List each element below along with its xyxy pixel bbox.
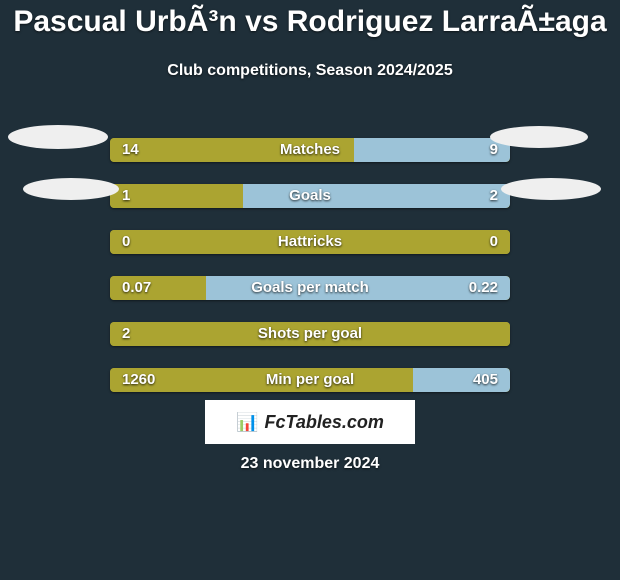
page-title: Pascual UrbÃ³n vs Rodriguez LarraÃ±aga xyxy=(0,5,620,39)
value-right: 2 xyxy=(490,184,498,208)
stat-label: Goals xyxy=(110,184,510,208)
value-left: 2 xyxy=(122,322,130,346)
value-right: 405 xyxy=(473,368,498,392)
value-left: 0.07 xyxy=(122,276,151,300)
value-left: 0 xyxy=(122,230,130,254)
stat-label: Goals per match xyxy=(110,276,510,300)
footer-date: 23 november 2024 xyxy=(0,455,620,473)
stat-row: Shots per goal2 xyxy=(0,310,620,356)
stat-label: Min per goal xyxy=(110,368,510,392)
value-right: 0 xyxy=(490,230,498,254)
stat-label: Matches xyxy=(110,138,510,162)
value-left: 1260 xyxy=(122,368,155,392)
decorative-ellipse xyxy=(8,125,108,149)
comparison-infographic: Pascual UrbÃ³n vs Rodriguez LarraÃ±aga C… xyxy=(0,0,620,580)
stat-row: Goals per match0.07 0.22 xyxy=(0,264,620,310)
value-left: 1 xyxy=(122,184,130,208)
brand-text: FcTables.com xyxy=(265,412,384,433)
value-left: 14 xyxy=(122,138,139,162)
stat-rows: Matches149Goals12Hattricks00Goals per ma… xyxy=(0,126,620,402)
subtitle: Club competitions, Season 2024/2025 xyxy=(0,62,620,80)
decorative-ellipse xyxy=(23,178,119,200)
stat-row: Hattricks0 0 xyxy=(0,218,620,264)
brand-badge: 📊 FcTables.com xyxy=(205,400,415,444)
stat-label: Hattricks xyxy=(110,230,510,254)
decorative-ellipse xyxy=(501,178,601,200)
stat-row: Min per goal1260 405 xyxy=(0,356,620,402)
value-right: 0.22 xyxy=(469,276,498,300)
stat-label: Shots per goal xyxy=(110,322,510,346)
chart-icon: 📊 xyxy=(236,412,258,433)
decorative-ellipse xyxy=(490,126,588,148)
